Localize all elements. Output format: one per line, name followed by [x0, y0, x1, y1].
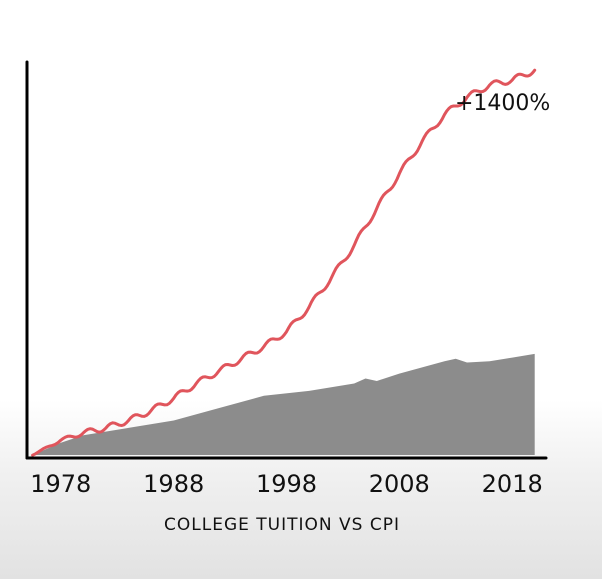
x-tick-label: 1998: [256, 470, 317, 498]
tuition-line: [31, 68, 537, 457]
x-tick-label: 2018: [482, 470, 543, 498]
annotation-label: +1400%: [455, 91, 550, 116]
x-tick-label: 2008: [369, 470, 430, 498]
x-tick-label: 1988: [143, 470, 204, 498]
tuition-line-layer: [31, 68, 537, 457]
cpi-area-layer: [32, 353, 535, 455]
x-tick-labels: 1978 1988 1998 2008 2018: [30, 470, 542, 498]
x-axis-label: COLLEGE TUITION VS CPI: [164, 515, 400, 535]
cpi-area: [32, 353, 535, 455]
x-tick-label: 1978: [30, 470, 91, 498]
